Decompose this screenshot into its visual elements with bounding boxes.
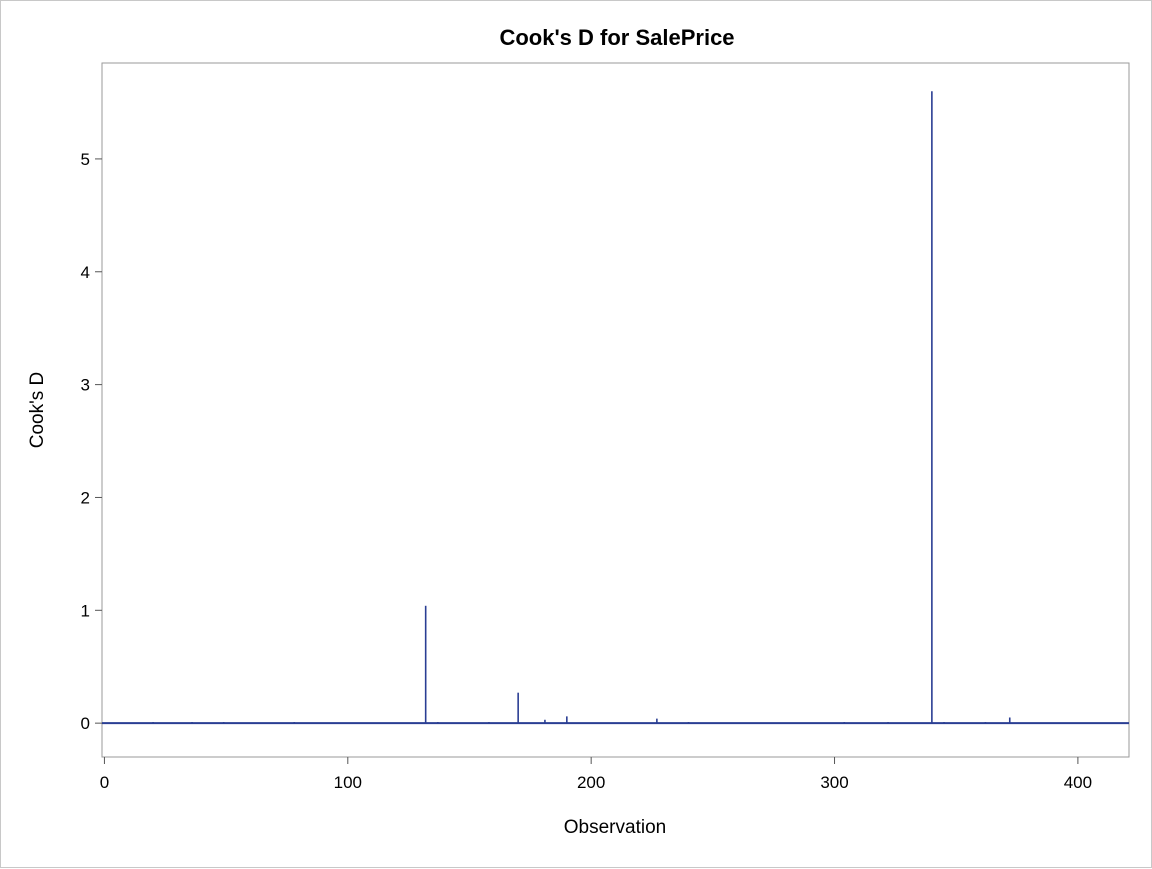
y-tick-label: 3 — [81, 376, 90, 395]
x-axis: 0 100 200 300 400 — [100, 757, 1092, 792]
needle-series — [102, 91, 1129, 725]
y-axis: 0 1 2 3 4 5 — [81, 150, 102, 733]
x-tick-label: 300 — [820, 773, 848, 792]
plot-area — [101, 62, 1130, 758]
chart-title: Cook's D for SalePrice — [499, 25, 734, 50]
y-tick-label: 2 — [81, 488, 90, 507]
x-tick-label: 100 — [334, 773, 362, 792]
x-tick-label: 200 — [577, 773, 605, 792]
y-tick-label: 0 — [81, 714, 90, 733]
x-tick-label: 0 — [100, 773, 109, 792]
y-tick-label: 5 — [81, 150, 90, 169]
y-tick-label: 1 — [81, 601, 90, 620]
x-tick-label: 400 — [1064, 773, 1092, 792]
y-tick-label: 4 — [81, 263, 90, 282]
y-axis-label: Cook's D — [27, 372, 48, 448]
x-axis-label: Observation — [564, 817, 666, 838]
